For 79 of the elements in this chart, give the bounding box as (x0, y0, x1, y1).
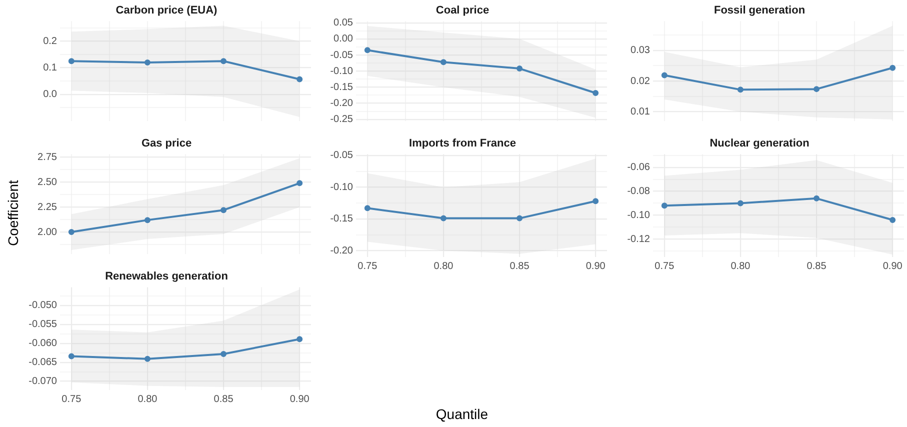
y-tick-label: 2.50 (38, 176, 58, 188)
point (661, 72, 668, 78)
y-tick-label: -0.20 (330, 98, 354, 110)
x-axis-title: Quantile (436, 406, 488, 422)
y-tick-label: -0.070 (28, 376, 58, 388)
x-tick-label: 0.75 (654, 260, 675, 272)
point (737, 200, 744, 206)
y-tick-label: -0.06 (627, 162, 650, 174)
y-tick-label: -0.15 (330, 82, 354, 93)
y-tick-label: -0.055 (28, 319, 58, 330)
point (737, 86, 744, 93)
x-tick-label: 0.80 (730, 260, 751, 272)
x-tick-label: 0.80 (434, 260, 454, 272)
y-tick-label: -0.12 (627, 234, 650, 245)
x-tick-label: 0.85 (806, 260, 827, 272)
x-tick-label: 0.85 (214, 394, 234, 405)
y-tick-label: 0.05 (334, 18, 354, 29)
chart-title: Carbon price (EUA) (116, 4, 218, 17)
point (364, 205, 370, 212)
x-tick-label: 0.85 (510, 260, 530, 272)
point (814, 195, 820, 202)
y-tick-label: 0.0 (43, 89, 58, 100)
point (592, 90, 599, 96)
x-tick-label: 0.75 (358, 260, 378, 272)
y-tick-label: -0.050 (28, 300, 58, 312)
chart-title: Nuclear generation (710, 138, 810, 150)
x-tick-label: 0.90 (586, 260, 606, 272)
point (220, 207, 227, 214)
y-tick-label: -0.10 (330, 182, 354, 193)
point (890, 64, 896, 71)
y-tick-label: -0.08 (627, 186, 650, 198)
y-tick-label: -0.05 (330, 150, 354, 162)
y-tick-label: 0.02 (630, 76, 650, 87)
y-axis-title: Coefficient (5, 180, 21, 246)
point (516, 66, 523, 72)
x-tick-label: 0.80 (138, 394, 158, 405)
point (68, 229, 74, 236)
y-tick-label: 0.03 (630, 45, 650, 56)
point (440, 59, 446, 66)
y-tick-label: -0.10 (330, 66, 354, 77)
y-tick-label: 2.25 (38, 202, 58, 213)
point (144, 217, 150, 224)
y-tick-label: -0.060 (28, 338, 58, 350)
y-tick-label: 0.01 (630, 106, 650, 118)
y-tick-label: -0.065 (28, 357, 58, 368)
point (296, 336, 303, 342)
point (220, 350, 227, 357)
x-tick-label: 0.90 (882, 260, 903, 272)
point (144, 356, 150, 362)
chart-title: Imports from France (409, 138, 516, 150)
y-tick-label: 2.00 (38, 226, 58, 238)
point (68, 58, 74, 64)
x-tick-label: 0.90 (290, 394, 310, 405)
x-tick-label: 0.75 (62, 394, 82, 405)
chart-title: Renewables generation (105, 270, 228, 283)
point (592, 198, 599, 204)
point (220, 58, 227, 64)
point (68, 353, 74, 360)
y-tick-label: 0.2 (43, 36, 58, 47)
chart-title: Coal price (436, 4, 490, 17)
point (364, 47, 370, 54)
y-tick-label: -0.15 (330, 214, 354, 225)
point (440, 215, 446, 222)
point (661, 202, 668, 209)
y-tick-label: 0.1 (43, 62, 58, 74)
y-tick-label: 0.00 (334, 34, 354, 45)
y-tick-label: -0.20 (330, 245, 354, 256)
point (296, 76, 303, 82)
point (516, 215, 523, 222)
chart-title: Gas price (141, 138, 192, 150)
chart-title: Fossil generation (714, 4, 806, 17)
point (144, 59, 150, 66)
point (296, 180, 303, 186)
point (814, 86, 820, 92)
point (890, 216, 896, 223)
y-tick-label: -0.05 (330, 50, 354, 61)
y-tick-label: -0.10 (627, 210, 650, 221)
y-tick-label: -0.25 (330, 114, 354, 126)
y-tick-label: 2.75 (38, 152, 58, 163)
